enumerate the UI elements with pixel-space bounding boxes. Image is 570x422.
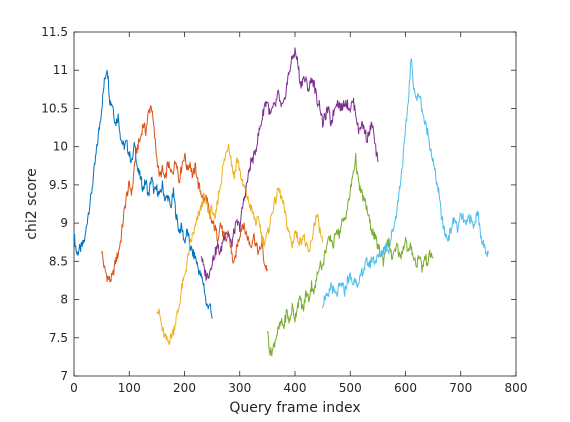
y-tick-label: 8 <box>60 293 68 307</box>
series-layer <box>73 47 489 357</box>
x-tick-label: 700 <box>449 381 472 395</box>
x-tick-label: 800 <box>505 381 528 395</box>
x-tick-label: 600 <box>394 381 417 395</box>
x-tick-label: 100 <box>118 381 141 395</box>
x-tick-label: 500 <box>339 381 362 395</box>
y-tick-label: 11.5 <box>41 25 68 39</box>
series-line-4 <box>200 47 379 282</box>
x-tick-label: 300 <box>228 381 251 395</box>
y-axis-label: chi2 score <box>24 168 40 239</box>
x-axis-label: Query frame index <box>229 400 360 416</box>
y-tick-label: 7.5 <box>49 331 68 345</box>
y-tick-label: 8.5 <box>49 254 68 268</box>
plot-area <box>73 31 517 377</box>
series-line-6 <box>322 58 489 309</box>
y-tick-label: 7 <box>60 369 68 383</box>
series-line-2 <box>101 105 268 283</box>
y-tick-label: 10.5 <box>41 101 68 115</box>
y-axis-ticks: 7 7.5 8 8.5 9 9.5 10 10.5 11 11.5 <box>41 25 516 383</box>
series-line-3 <box>156 143 324 346</box>
y-tick-label: 11 <box>53 63 68 77</box>
series-line-5 <box>266 153 434 357</box>
y-tick-label: 9.5 <box>49 178 68 192</box>
x-tick-label: 400 <box>284 381 307 395</box>
y-tick-label: 10 <box>53 140 68 154</box>
x-tick-label: 0 <box>70 381 78 395</box>
x-tick-label: 200 <box>173 381 196 395</box>
x-axis-ticks: 0 100 200 300 400 500 600 700 800 <box>70 32 527 395</box>
series-line-1 <box>73 69 213 319</box>
y-tick-label: 9 <box>60 216 68 230</box>
